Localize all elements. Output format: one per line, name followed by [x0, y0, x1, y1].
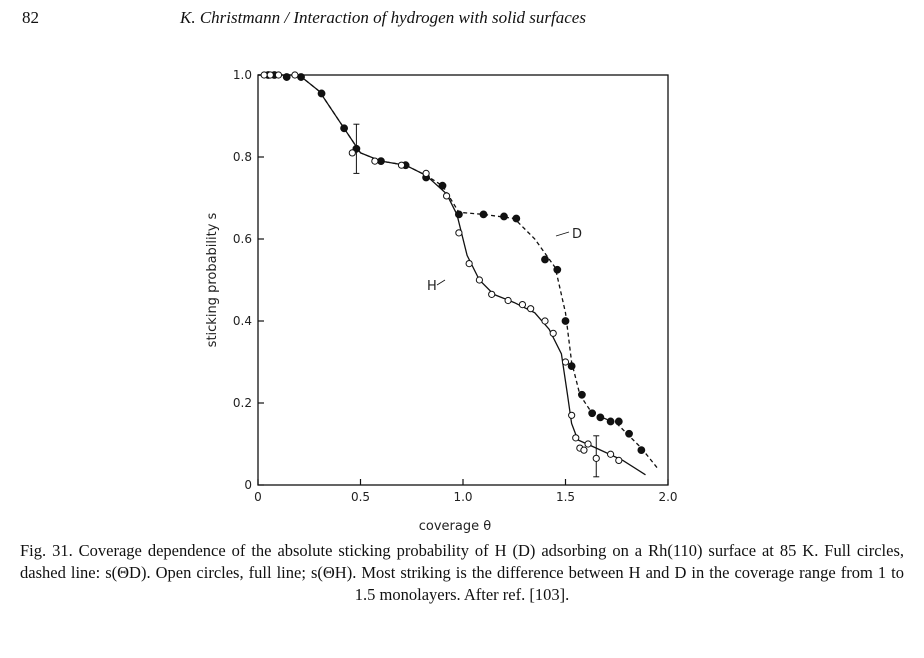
series-h-point	[568, 411, 576, 419]
series-h-point	[584, 440, 592, 448]
series-h-point	[260, 71, 268, 79]
series-d-point	[637, 446, 646, 455]
series-d-point	[500, 212, 508, 221]
series-h-point	[527, 305, 535, 313]
series-d-point	[455, 210, 463, 219]
plot-frame	[257, 74, 669, 486]
series-h-point	[291, 71, 299, 79]
series-d-point	[553, 265, 562, 274]
series-d-point	[282, 73, 291, 81]
series-d-point	[625, 429, 633, 438]
series-d-point	[297, 73, 305, 81]
page-number: 82	[22, 8, 39, 27]
sticking-probability-chart: 0 0.5 1.0 1.5 2.0 0 0.2 0.4 0.6 0.8 1.0 coverage θ…	[205, 68, 678, 534]
series-d-point	[438, 181, 447, 190]
series-h-point	[572, 434, 580, 442]
y-tick-label: 0	[244, 478, 252, 492]
series-d-point	[578, 390, 586, 399]
series-label-d: D	[572, 227, 582, 242]
x-tick-label: 2.0	[658, 490, 677, 504]
series-h-point	[607, 450, 615, 458]
label-leader-d	[555, 231, 570, 237]
series-d-point	[512, 214, 521, 223]
series-h-point	[549, 329, 557, 337]
data-points	[260, 71, 646, 464]
y-tick-label: 1.0	[233, 68, 252, 82]
y-axis-label: sticking probability s	[205, 212, 220, 347]
series-d-point	[541, 255, 549, 264]
series-h-point	[465, 260, 473, 268]
x-tick-label: 0	[254, 490, 262, 504]
series-label-h: H	[427, 279, 437, 294]
series-h-point	[488, 290, 496, 298]
y-tick-label: 0.6	[233, 232, 252, 246]
running-head: K. Christmann / Interaction of hydrogen …	[180, 8, 586, 27]
x-tick-label: 1.5	[556, 490, 575, 504]
series-h-point	[541, 317, 549, 325]
series-h-point	[475, 276, 483, 284]
y-tick-label: 0.4	[233, 314, 252, 328]
series-d-point	[561, 317, 570, 325]
series-h-point	[455, 229, 463, 237]
series-d-point	[340, 124, 349, 133]
series-h-point	[274, 71, 283, 79]
x-tick-label: 1.0	[453, 490, 472, 504]
series-h-point	[266, 71, 274, 79]
labels: coverage θ sticking probability s D H	[205, 212, 582, 534]
series-h-point	[615, 456, 623, 464]
series-d-point	[377, 157, 385, 166]
figure-caption: Fig. 31. Coverage dependence of the abso…	[20, 541, 904, 604]
y-tick-label: 0.8	[233, 150, 252, 164]
series-h-point	[371, 157, 379, 165]
y-tick-label: 0.2	[233, 396, 252, 410]
series-h-point	[518, 301, 527, 309]
x-axis-label: coverage θ	[419, 519, 491, 534]
series-d-point	[606, 417, 615, 426]
series-h-point	[422, 169, 430, 177]
series-h-point	[592, 454, 600, 462]
label-leader-h	[436, 279, 446, 286]
series-h-point	[443, 192, 451, 200]
series-h-point	[580, 446, 588, 454]
series-h-curve	[258, 74, 646, 476]
series-d-point	[596, 413, 605, 422]
series-d-curve	[258, 74, 659, 470]
series-d-point	[479, 210, 488, 219]
series-h-point	[504, 296, 512, 305]
series-h-point	[348, 149, 356, 157]
series-h-point	[561, 358, 570, 366]
x-tick-label: 0.5	[351, 490, 370, 504]
series-d-point	[317, 89, 326, 98]
series-d-point	[567, 362, 576, 371]
series-d-point	[614, 417, 623, 426]
series-h-point	[397, 161, 406, 169]
series-d-point	[588, 409, 597, 418]
axes: 0 0.5 1.0 1.5 2.0 0 0.2 0.4 0.6 0.8 1.0	[233, 68, 678, 504]
